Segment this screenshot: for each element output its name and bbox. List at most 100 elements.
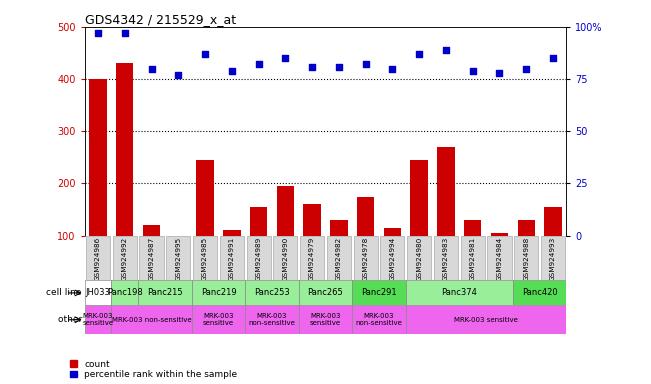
Point: [280, 55, 290, 61]
Legend: count, percentile rank within the sample: count, percentile rank within the sample: [70, 360, 237, 379]
Bar: [491, 233, 508, 288]
Bar: [299, 305, 352, 334]
Text: Panc291: Panc291: [361, 288, 397, 298]
Bar: [488, 236, 512, 280]
Bar: [357, 197, 374, 288]
Bar: [406, 305, 566, 334]
Text: MRK-003
non-sensitive: MRK-003 non-sensitive: [355, 313, 402, 326]
Bar: [277, 186, 294, 288]
Bar: [138, 280, 191, 305]
Text: GSM924978: GSM924978: [363, 237, 368, 281]
Text: GSM924982: GSM924982: [336, 237, 342, 281]
Text: Panc253: Panc253: [254, 288, 290, 298]
Bar: [353, 236, 378, 280]
Bar: [406, 280, 513, 305]
Point: [227, 68, 237, 74]
Bar: [541, 236, 565, 280]
Point: [547, 55, 558, 61]
Point: [521, 66, 531, 72]
Text: GSM924991: GSM924991: [229, 237, 235, 281]
Bar: [380, 236, 404, 280]
Text: GSM924989: GSM924989: [256, 237, 262, 281]
Bar: [245, 305, 299, 334]
Bar: [514, 236, 538, 280]
Text: MRK-003 non-sensitive: MRK-003 non-sensitive: [112, 317, 191, 323]
Bar: [300, 236, 324, 280]
Bar: [111, 280, 138, 305]
Point: [467, 68, 478, 74]
Bar: [170, 262, 187, 288]
Bar: [86, 236, 110, 280]
Text: JH033: JH033: [85, 288, 111, 298]
Bar: [407, 236, 431, 280]
Point: [441, 47, 451, 53]
Bar: [223, 230, 240, 288]
Bar: [191, 305, 245, 334]
Point: [93, 30, 104, 36]
Bar: [116, 63, 133, 288]
Bar: [220, 236, 244, 280]
Bar: [85, 305, 111, 334]
Bar: [383, 228, 401, 288]
Text: GSM924980: GSM924980: [416, 237, 422, 281]
Bar: [111, 305, 191, 334]
Text: GSM924986: GSM924986: [95, 237, 101, 281]
Point: [253, 61, 264, 68]
Bar: [85, 280, 111, 305]
Point: [334, 63, 344, 70]
Bar: [113, 236, 137, 280]
Bar: [303, 204, 321, 288]
Text: GSM924983: GSM924983: [443, 237, 449, 281]
Text: MRK-003
sensitive: MRK-003 sensitive: [310, 313, 341, 326]
Text: GSM924990: GSM924990: [283, 237, 288, 281]
Bar: [247, 236, 271, 280]
Text: other: other: [57, 315, 85, 324]
Bar: [299, 280, 352, 305]
Text: MRK-003
sensitive: MRK-003 sensitive: [83, 313, 113, 326]
Bar: [544, 207, 562, 288]
Point: [494, 70, 505, 76]
Text: MRK-003 sensitive: MRK-003 sensitive: [454, 317, 518, 323]
Bar: [464, 220, 481, 288]
Bar: [352, 280, 406, 305]
Text: GSM924994: GSM924994: [389, 237, 395, 281]
Bar: [197, 160, 214, 288]
Text: GSM924992: GSM924992: [122, 237, 128, 281]
Text: GSM924988: GSM924988: [523, 237, 529, 281]
Text: GSM924987: GSM924987: [148, 237, 154, 281]
Point: [200, 51, 210, 57]
Text: GSM924981: GSM924981: [470, 237, 476, 281]
Text: GDS4342 / 215529_x_at: GDS4342 / 215529_x_at: [85, 13, 236, 26]
Text: GSM924985: GSM924985: [202, 237, 208, 281]
Bar: [330, 220, 348, 288]
Point: [307, 63, 317, 70]
Bar: [352, 305, 406, 334]
Point: [361, 61, 371, 68]
Point: [173, 72, 184, 78]
Bar: [166, 236, 190, 280]
Bar: [139, 236, 163, 280]
Text: GSM924993: GSM924993: [550, 237, 556, 281]
Text: GSM924995: GSM924995: [175, 237, 181, 281]
Text: Panc219: Panc219: [201, 288, 236, 298]
Text: GSM924984: GSM924984: [497, 237, 503, 281]
Point: [146, 66, 157, 72]
Bar: [437, 147, 454, 288]
Bar: [411, 160, 428, 288]
Bar: [513, 280, 566, 305]
Point: [414, 51, 424, 57]
Bar: [143, 225, 160, 288]
Bar: [434, 236, 458, 280]
Text: Panc420: Panc420: [522, 288, 557, 298]
Point: [120, 30, 130, 36]
Bar: [273, 236, 298, 280]
Text: Panc198: Panc198: [107, 288, 143, 298]
Bar: [250, 207, 268, 288]
Bar: [518, 220, 535, 288]
Bar: [327, 236, 351, 280]
Bar: [461, 236, 485, 280]
Bar: [193, 236, 217, 280]
Bar: [89, 79, 107, 288]
Text: GSM924979: GSM924979: [309, 237, 315, 281]
Text: MRK-003
non-sensitive: MRK-003 non-sensitive: [249, 313, 296, 326]
